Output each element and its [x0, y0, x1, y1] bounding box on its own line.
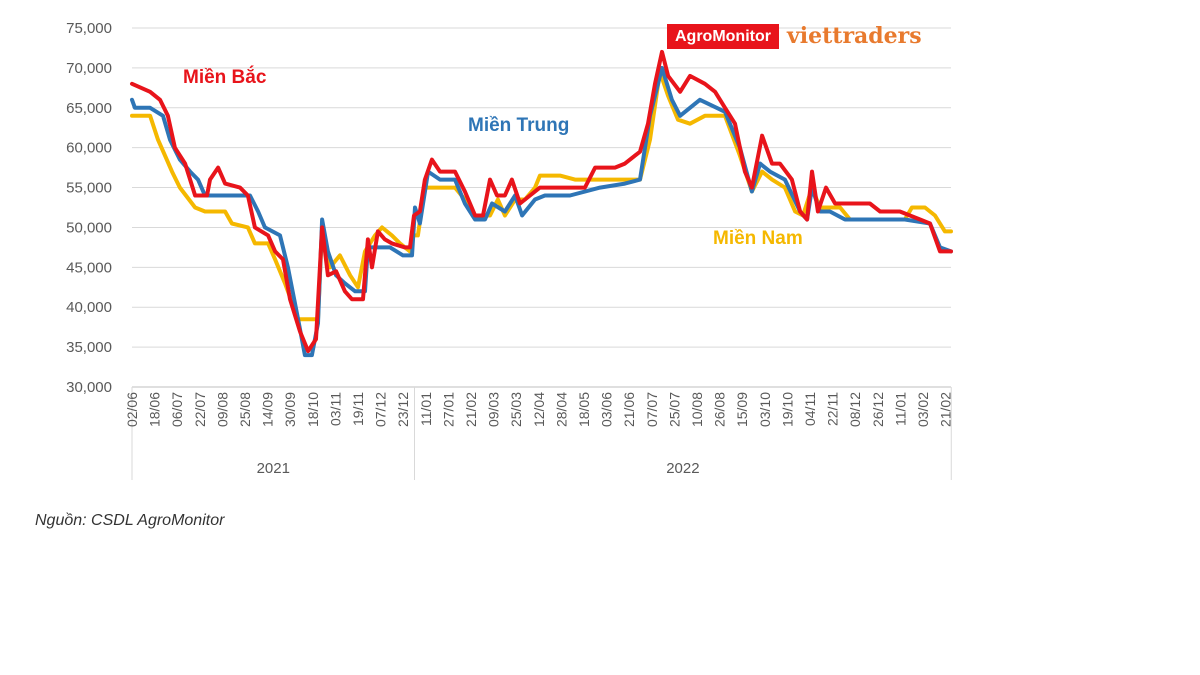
- y-tick-label: 30,000: [66, 379, 112, 396]
- series-lines: [130, 49, 953, 358]
- y-tick-label: 60,000: [66, 140, 112, 157]
- x-tick-label: 18/05: [576, 392, 592, 427]
- y-tick-label: 50,000: [66, 219, 112, 236]
- y-tick-label: 45,000: [66, 259, 112, 276]
- x-tick-label: 12/04: [531, 392, 547, 427]
- year-label: 2021: [257, 460, 290, 477]
- x-tick-label: 03/10: [757, 392, 773, 427]
- year-label: 2022: [666, 460, 699, 477]
- y-axis-ticks: 30,000 35,000 40,000 45,000 50,000 55,000 60,0…: [66, 20, 112, 396]
- x-tick-label: 27/01: [440, 392, 456, 427]
- x-tick-label: 18/10: [305, 392, 321, 427]
- x-tick-label: 25/07: [666, 392, 682, 427]
- x-axis: 02/06 18/06 06/07 22/07 09/08 25/08 14/09 30/09…: [124, 387, 954, 480]
- x-tick-label: 09/03: [486, 392, 502, 427]
- x-tick-label: 07/07: [644, 392, 660, 427]
- x-tick-label: 09/08: [214, 392, 230, 427]
- x-tick-label: 26/08: [712, 392, 728, 427]
- x-tick-label: 03/11: [327, 392, 343, 426]
- x-tick-label: 30/09: [282, 392, 298, 427]
- series-line-mien-trung: [130, 65, 953, 358]
- agromonitor-logo: AgroMonitor: [667, 23, 779, 49]
- x-tick-label: 18/06: [147, 392, 163, 427]
- y-tick-label: 75,000: [66, 20, 112, 37]
- x-tick-label: 19/10: [779, 392, 795, 427]
- x-tick-label: 25/08: [237, 392, 253, 427]
- x-tick-label: 22/07: [192, 392, 208, 427]
- x-tick-label: 15/09: [734, 392, 750, 427]
- series-label-mien-trung: Miền Trung: [468, 115, 569, 136]
- x-tick-label: 03/06: [599, 392, 615, 427]
- x-tick-label: 06/07: [169, 392, 185, 427]
- viettraders-logo: viettraders: [786, 23, 922, 49]
- x-tick-label: 08/12: [847, 392, 863, 427]
- x-tick-label: 14/09: [260, 392, 276, 427]
- y-tick-label: 35,000: [66, 339, 112, 356]
- x-tick-label: 03/02: [915, 392, 931, 427]
- x-tick-label: 21/06: [621, 392, 637, 427]
- y-tick-label: 70,000: [66, 60, 112, 77]
- x-tick-label: 22/11: [825, 392, 841, 426]
- y-tick-label: 65,000: [66, 100, 112, 117]
- x-tick-label: 11/01: [418, 392, 434, 426]
- x-tick-label: 10/08: [689, 392, 705, 427]
- x-tick-label: 04/11: [802, 392, 818, 426]
- x-tick-label: 23/12: [395, 392, 411, 427]
- logo: AgroMonitor viettraders: [667, 23, 922, 49]
- y-tick-label: 40,000: [66, 299, 112, 316]
- x-tick-label: 26/12: [870, 392, 886, 427]
- series-line-mien-bac: [130, 49, 953, 354]
- series-label-mien-nam: Miền Nam: [713, 228, 803, 249]
- x-tick-label: 25/03: [508, 392, 524, 427]
- x-tick-label: 21/02: [463, 392, 479, 427]
- source-note: Nguồn: CSDL AgroMonitor: [35, 512, 225, 529]
- x-tick-label: 28/04: [553, 392, 569, 427]
- x-tick-label: 07/12: [373, 392, 389, 427]
- x-tick-label: 21/02: [938, 392, 954, 427]
- x-tick-label: 11/01: [892, 392, 908, 426]
- x-tick-label: 02/06: [124, 392, 140, 427]
- x-tick-label: 19/11: [350, 392, 366, 426]
- series-label-mien-bac: Miền Bắc: [183, 66, 267, 88]
- y-tick-label: 55,000: [66, 180, 112, 197]
